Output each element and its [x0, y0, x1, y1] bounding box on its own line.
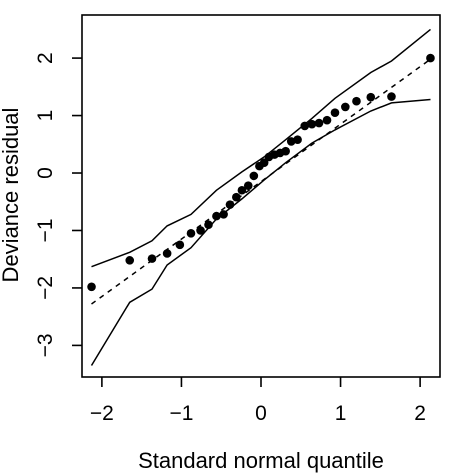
data-point [162, 249, 172, 258]
data-point [249, 171, 259, 181]
y-tick-label: −1 [34, 218, 57, 242]
data-point [387, 92, 396, 101]
data-point [225, 200, 235, 209]
x-tick-label: −2 [90, 402, 114, 425]
reference-line [91, 58, 431, 305]
data-point [281, 146, 290, 156]
data-point [125, 256, 135, 265]
data-point [196, 226, 205, 235]
data-point [366, 92, 376, 102]
data-point [300, 121, 310, 131]
data-point [186, 229, 196, 238]
y-axis-title: Deviance residual [0, 108, 23, 283]
data-point [341, 102, 350, 112]
data-point [175, 240, 185, 250]
upper-envelope-line [91, 28, 431, 268]
data-point [219, 210, 228, 219]
plot-frame [81, 14, 441, 378]
data-point [237, 185, 247, 195]
data-point [147, 254, 157, 263]
x-tick-label: −1 [169, 402, 193, 425]
data-point [232, 192, 241, 202]
data-point [204, 220, 213, 230]
data-point [293, 135, 302, 144]
data-point [212, 211, 221, 221]
x-tick-label: 2 [414, 402, 426, 425]
data-point [426, 53, 435, 63]
data-point [87, 282, 96, 292]
lower-envelope-line [90, 98, 431, 366]
data-point [259, 158, 269, 167]
x-axis-title: Standard normal quantile [138, 448, 384, 473]
y-tick-label: 0 [34, 167, 57, 179]
x-tick-label: 0 [255, 402, 267, 425]
data-point [314, 118, 324, 128]
y-tick-label: −2 [34, 276, 57, 300]
x-tick-label: 1 [335, 402, 347, 425]
data-point [243, 181, 253, 190]
y-tick-label: −3 [34, 333, 57, 357]
y-tick-label: 2 [34, 52, 57, 64]
data-point [307, 119, 317, 129]
data-point [322, 115, 332, 125]
data-point [352, 96, 361, 106]
data-point [330, 108, 340, 117]
y-tick-label: 1 [34, 110, 57, 122]
